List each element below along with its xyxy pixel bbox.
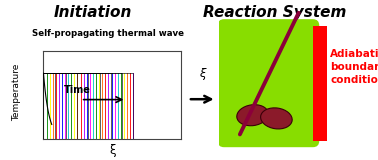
Text: Temperature: Temperature (12, 64, 22, 121)
Text: Initiation: Initiation (53, 5, 132, 20)
Text: Time: Time (64, 85, 91, 95)
Text: Adiabatic
boundary
condition: Adiabatic boundary condition (330, 49, 378, 85)
Text: ξ: ξ (199, 67, 206, 80)
Ellipse shape (260, 108, 292, 129)
Ellipse shape (237, 105, 268, 126)
Text: Reaction System: Reaction System (203, 5, 347, 20)
Text: Self-propagating thermal wave: Self-propagating thermal wave (32, 29, 184, 38)
Text: ξ: ξ (109, 144, 116, 157)
Bar (313, 26, 327, 141)
FancyBboxPatch shape (218, 19, 319, 147)
